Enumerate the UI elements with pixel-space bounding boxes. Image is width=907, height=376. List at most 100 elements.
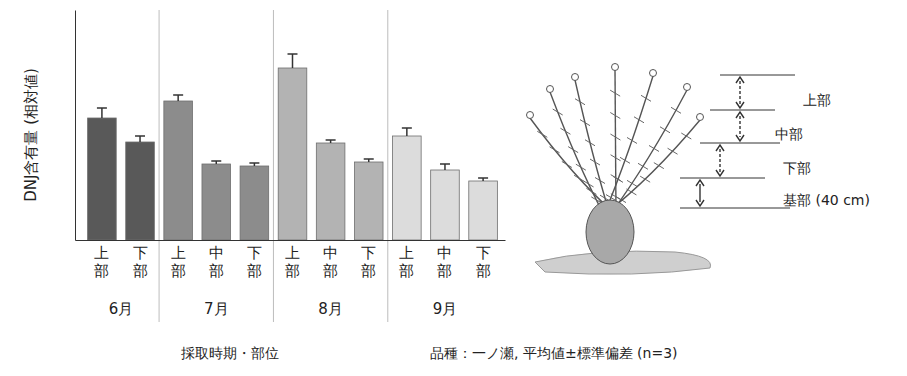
bud: [697, 114, 704, 121]
leaf: [668, 148, 678, 154]
leaf: [681, 133, 691, 139]
leaf: [638, 163, 648, 169]
group-label: 9月: [433, 300, 458, 318]
leaf: [590, 159, 600, 165]
bud: [527, 112, 534, 119]
error-line: [139, 136, 141, 142]
arrow-head: [736, 102, 744, 108]
note: 品種：一ノ瀬, 平均値±標準偏差 (n=3): [430, 345, 678, 361]
arrow-head: [736, 112, 744, 118]
leaf: [610, 113, 620, 119]
leaf: [649, 145, 659, 151]
bar: [393, 136, 422, 240]
bar: [88, 118, 117, 240]
error-bar: [211, 161, 221, 164]
group-label: 7月: [204, 300, 229, 318]
span-arrow: [739, 81, 740, 104]
bar: [202, 164, 231, 240]
leaf: [640, 176, 650, 182]
group-label: 6月: [109, 300, 134, 318]
part-label: 中部: [775, 126, 803, 142]
category-label: 下部: [361, 244, 376, 280]
group-separator: [159, 10, 160, 322]
bud: [684, 84, 691, 91]
error-cap: [478, 177, 488, 179]
leaf: [576, 164, 586, 170]
stump: [586, 200, 634, 264]
error-cap: [402, 127, 412, 129]
category-label: 下部: [476, 244, 491, 280]
y-axis-line: [75, 11, 76, 241]
y-axis: [75, 11, 76, 241]
bar: [469, 181, 498, 240]
error-cap: [288, 53, 298, 55]
plot-area: [88, 54, 498, 240]
error-line: [101, 108, 103, 118]
x-axis-line: [76, 240, 506, 241]
leaf: [634, 117, 644, 123]
bar: [164, 101, 193, 240]
bud: [612, 64, 619, 71]
leaf: [627, 180, 637, 186]
leaf: [550, 147, 560, 153]
leaf: [620, 157, 630, 163]
bud: [650, 70, 657, 77]
bar: [126, 142, 155, 240]
error-cap: [211, 160, 221, 162]
bar: [278, 68, 307, 240]
chart: 上部下部上部中部下部上部中部下部上部中部下部6月7月8月9月DNJ含有量 (相対…: [0, 0, 907, 376]
category-label: 中部: [209, 244, 224, 280]
bar: [316, 143, 345, 240]
span-arrow: [699, 184, 700, 202]
leaf: [660, 127, 670, 133]
branch: [530, 118, 616, 215]
category-label: 上部: [399, 244, 414, 280]
arrow-head: [736, 77, 744, 83]
leaf: [580, 120, 590, 126]
arrow-head: [736, 135, 744, 141]
scale-line: [680, 208, 790, 209]
arrow-head: [716, 170, 724, 176]
leaf: [574, 175, 584, 181]
category-label: 中部: [323, 244, 338, 280]
scale-line: [680, 178, 765, 179]
group-separator: [387, 10, 388, 322]
bud: [547, 86, 554, 93]
error-bar: [249, 163, 259, 166]
category-label: 下部: [247, 244, 262, 280]
leaf: [613, 176, 623, 182]
category-label: 下部: [133, 244, 148, 280]
arrow-head: [696, 180, 704, 186]
scale-line: [710, 110, 775, 111]
leaf: [553, 109, 563, 115]
error-bar: [440, 164, 450, 170]
category-label: 上部: [171, 244, 186, 280]
part-label: 下部: [783, 160, 811, 176]
error-bar: [135, 136, 145, 142]
leaf: [626, 189, 636, 195]
y-axis-title: DNJ含有量 (相対値): [22, 68, 40, 202]
leaf: [641, 95, 651, 101]
error-bar: [326, 140, 336, 143]
leaf: [537, 131, 547, 137]
error-cap: [135, 135, 145, 137]
span-arrow: [739, 116, 740, 137]
leaf: [610, 90, 620, 96]
leaf: [595, 178, 605, 184]
leaf: [654, 163, 664, 169]
part-label: 基部 (40 cm): [783, 192, 870, 208]
category-label: 上部: [285, 244, 300, 280]
error-bar: [288, 54, 298, 68]
x-axis: [76, 240, 506, 241]
bar: [431, 170, 460, 240]
error-line: [444, 164, 446, 170]
error-bar: [97, 108, 107, 118]
category-label: 上部: [94, 244, 109, 280]
branch: [615, 70, 616, 215]
arrow-head: [716, 145, 724, 151]
leaf: [610, 134, 620, 140]
group-label: 8月: [318, 300, 343, 318]
scale-line: [720, 75, 795, 76]
arrow-head: [696, 200, 704, 206]
error-line: [177, 95, 179, 101]
